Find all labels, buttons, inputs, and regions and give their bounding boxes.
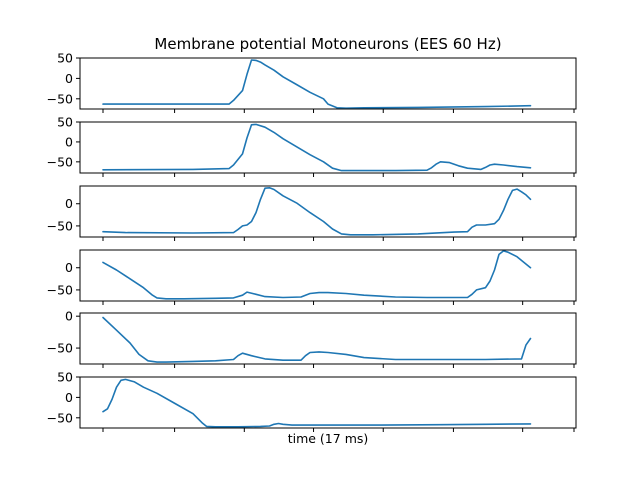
y-tick-label-panel-6: −50 — [47, 410, 73, 425]
axes-frame-panel-5 — [79, 312, 577, 365]
series-line-panel-5 — [102, 316, 532, 363]
y-tick-label-panel-1: 0 — [65, 71, 73, 86]
y-tick-label-panel-5: 0 — [65, 309, 73, 324]
y-tick-label-panel-2: −50 — [47, 154, 73, 169]
subplot-4: 0−50 — [47, 249, 577, 305]
y-tick-label-panel-6: 50 — [57, 370, 73, 385]
axes-frame-panel-1 — [79, 57, 577, 110]
axes-frame-panel-3 — [79, 185, 577, 238]
subplot-5: 0 −50 — [47, 309, 577, 368]
y-tick-label-panel-1: −50 — [47, 91, 73, 106]
y-tick-label-panel-3: −50 — [47, 218, 73, 233]
x-axis-label: time (17 ms) — [288, 431, 369, 446]
series-line-panel-4 — [102, 250, 532, 300]
y-tick-label-panel-6: 0 — [65, 390, 73, 405]
y-tick-label-panel-3: 0 — [65, 196, 73, 211]
series-line-panel-6 — [102, 378, 532, 428]
axes-frame-panel-2 — [79, 121, 577, 174]
series-line-panel-1 — [102, 59, 532, 109]
y-tick-label-panel-2: 0 — [65, 134, 73, 149]
series-line-panel-3 — [102, 187, 532, 236]
y-tick-label-panel-4: 0 — [65, 260, 73, 275]
y-tick-label-panel-5: −50 — [47, 341, 73, 356]
subplot-3: 0−50 — [47, 185, 577, 241]
y-tick-label-panel-1: 50 — [57, 51, 73, 66]
subplot-2: 50 0 −50 — [47, 115, 577, 177]
y-tick-label-panel-4: −50 — [47, 282, 73, 297]
series-line-panel-2 — [102, 123, 532, 172]
subplot-1: 50 0 −50 — [47, 51, 577, 113]
y-tick-label-panel-2: 50 — [57, 115, 73, 130]
subplot-6: 50 0 −50 — [47, 370, 577, 432]
axes-frame-panel-6 — [79, 376, 577, 429]
axes-frame-panel-4 — [79, 249, 577, 302]
chart-title: Membrane potential Motoneurons (EES 60 H… — [154, 35, 501, 53]
